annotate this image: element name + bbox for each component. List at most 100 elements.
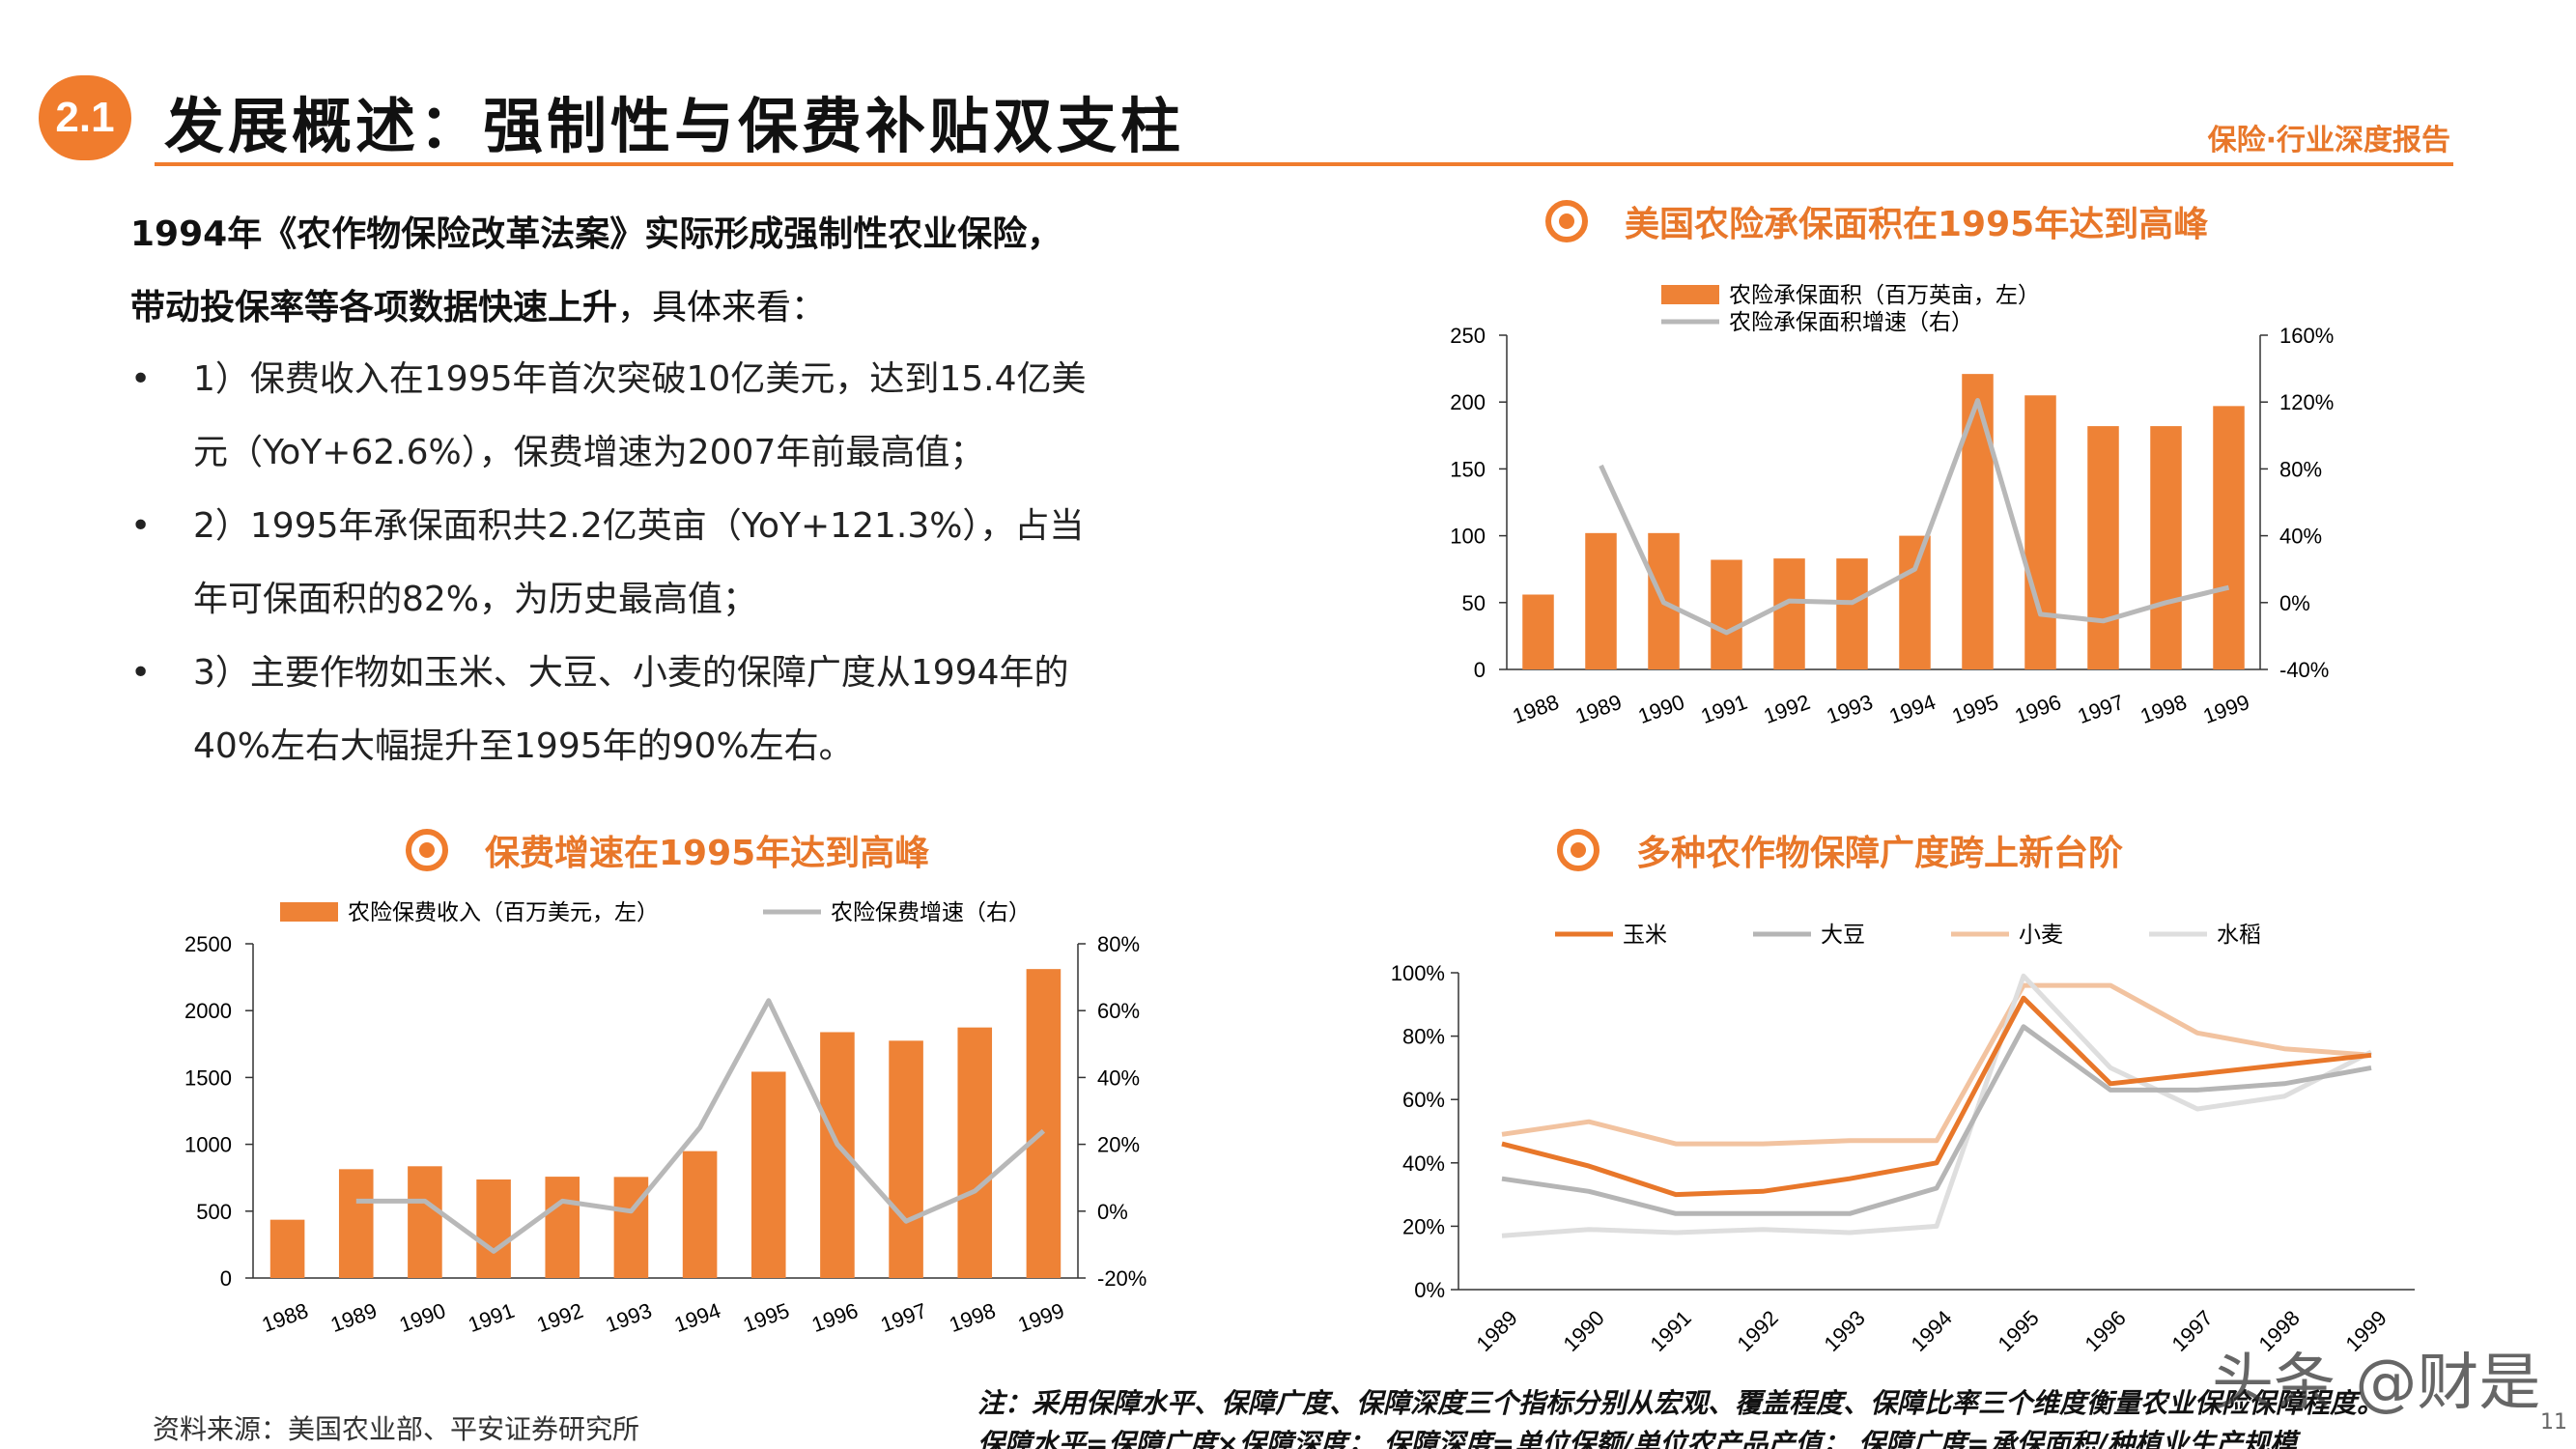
growth-line <box>1599 398 2230 636</box>
x-tick-label: 1991 <box>1646 1306 1696 1356</box>
premium-chart-title: 保费增速在1995年达到高峰 <box>406 825 929 875</box>
left-tick-label: 1500 <box>184 1065 232 1090</box>
x-tick-label: 1989 <box>327 1298 381 1337</box>
right-tick-label: 20% <box>1097 1133 1140 1157</box>
x-tick-label: 1996 <box>808 1298 862 1337</box>
bullet-text-line: 1）保费收入在1995年首次突破10亿美元，达到15.4亿美 <box>193 359 1087 399</box>
x-tick-label: 1998 <box>2137 690 2191 728</box>
bullet-item-2: • 2）1995年承保面积共2.2亿英亩（YoY+121.3%），占当 年可保面… <box>130 490 1260 637</box>
right-tick-label: 0% <box>2279 591 2310 615</box>
x-tick-label: 1989 <box>1472 1306 1522 1356</box>
right-tick-label: 40% <box>2279 525 2322 549</box>
bar-1992 <box>545 1177 580 1278</box>
x-tick-label: 1990 <box>396 1298 449 1337</box>
bar-1989 <box>338 1169 374 1278</box>
bar-1999 <box>2213 406 2245 669</box>
bullet-text-line: 40%左右大幅提升至1995年的90%左右。 <box>193 726 854 766</box>
bar-1994 <box>682 1151 718 1278</box>
x-tick-label: 1997 <box>2167 1306 2218 1356</box>
premium-chart: 0 500 1000 1500 2000 2500 -20% 0% 20% 40% 60% 80% 19… <box>184 900 1146 1337</box>
legend-bar-swatch <box>280 902 338 922</box>
x-tick-label: 1995 <box>1994 1306 2044 1356</box>
watermark: 头条 @财是 <box>2212 1348 2541 1419</box>
bar-1997 <box>889 1040 923 1278</box>
x-tick-label: 1992 <box>1733 1306 1783 1356</box>
y-tick-label: 60% <box>1402 1088 1445 1112</box>
breadth-chart-title: 多种农作物保障广度跨上新台阶 <box>1557 825 2123 875</box>
x-tick-label: 1992 <box>1761 690 1814 728</box>
x-tick-label: 1988 <box>259 1298 312 1337</box>
legend-label: 大豆 <box>1821 923 1865 948</box>
footnote: 注：采用保障水平、保障广度、保障深度三个指标分别从宏观、覆盖程度、保障比率三个维… <box>977 1383 2533 1449</box>
y-tick-label: 40% <box>1402 1151 1445 1176</box>
x-tick-label: 1994 <box>671 1298 724 1337</box>
x-tick-label: 1994 <box>1886 690 1939 728</box>
right-tick-label: 0% <box>1097 1200 1128 1224</box>
legend-bar-swatch <box>1661 285 1719 304</box>
page-number: 11 <box>2540 1410 2567 1435</box>
legend-label: 小麦 <box>2019 923 2063 948</box>
bar-1990 <box>408 1166 442 1278</box>
series-line-大豆 <box>1501 1024 2372 1216</box>
bar-1993 <box>613 1177 649 1278</box>
bar-1997 <box>2087 426 2119 669</box>
y-tick-label: 20% <box>1402 1214 1445 1238</box>
left-tick-label: 250 <box>1450 324 1486 348</box>
x-tick-label: 1990 <box>1559 1306 1609 1356</box>
source-text: 资料来源：美国农业部、平安证券研究所 <box>153 1413 640 1445</box>
x-tick-label: 1991 <box>1698 690 1751 728</box>
intro-line-1: 1994年《农作物保险改革法案》实际形成强制性农业保险， <box>130 214 1062 254</box>
bullet-marker: • <box>130 506 152 546</box>
right-tick-label: 60% <box>1097 999 1140 1023</box>
footnote-line-1: 注：采用保障水平、保障广度、保障深度三个指标分别从宏观、覆盖程度、保障比率三个维… <box>977 1387 2385 1419</box>
bullet-marker: • <box>130 653 152 693</box>
legend-line-label: 农险保费增速（右） <box>831 900 1031 925</box>
bar-1996 <box>2024 395 2056 669</box>
legend-line-label: 农险承保面积增速（右） <box>1729 310 1973 335</box>
bar-1994 <box>1899 535 1931 669</box>
left-tick-label: 500 <box>196 1200 232 1224</box>
x-tick-label: 1992 <box>533 1298 586 1337</box>
bullet-marker: • <box>130 359 152 399</box>
bar-1999 <box>1026 969 1062 1278</box>
x-tick-label: 1998 <box>946 1298 999 1337</box>
x-tick-label: 1995 <box>740 1298 793 1337</box>
footnote-line-2: 保障水平=保障广度×保障深度； 保障深度=单位保额/单位农产品产值； 保障广度=… <box>977 1428 2297 1449</box>
target-icon <box>1557 829 1599 871</box>
left-tick-label: 0 <box>220 1266 232 1291</box>
x-tick-label: 1993 <box>1820 1306 1870 1356</box>
right-tick-label: 80% <box>2279 457 2322 481</box>
right-tick-label: -20% <box>1097 1266 1146 1291</box>
x-tick-label: 1991 <box>465 1298 518 1337</box>
bullet-item-1: • 1）保费收入在1995年首次突破10亿美元，达到15.4亿美 元（YoY+6… <box>130 343 1260 490</box>
bar-1988 <box>269 1219 305 1278</box>
left-tick-label: 200 <box>1450 390 1486 414</box>
growth-line <box>355 998 1046 1254</box>
x-tick-label: 1989 <box>1572 690 1626 728</box>
bullet-text-line: 3）主要作物如玉米、大豆、小麦的保障广度从1994年的 <box>193 653 1069 693</box>
bar-1991 <box>1711 559 1742 669</box>
y-tick-label: 100% <box>1391 961 1445 985</box>
bar-1993 <box>1836 558 1868 669</box>
x-tick-label: 1996 <box>2081 1306 2131 1356</box>
bullet-text-line: 2）1995年承保面积共2.2亿英亩（YoY+121.3%），占当 <box>193 506 1085 546</box>
report-tag: 保险·行业深度报告 <box>2207 124 2450 157</box>
left-tick-label: 150 <box>1450 457 1486 481</box>
y-tick-label: 0% <box>1414 1278 1445 1302</box>
left-tick-label: 2500 <box>184 932 232 956</box>
bar-1988 <box>1522 594 1554 669</box>
page-title: 发展概述：强制性与保费补贴双支柱 <box>164 91 1185 161</box>
target-icon <box>406 829 448 871</box>
x-tick-label: 1993 <box>1824 690 1877 728</box>
bullet-text-line: 元（YoY+62.6%），保费增速为2007年前最高值； <box>193 433 985 472</box>
right-tick-label: -40% <box>2279 658 2329 682</box>
legend-label: 玉米 <box>1623 923 1667 948</box>
x-tick-label: 1997 <box>2075 690 2128 728</box>
right-tick-label: 80% <box>1097 932 1140 956</box>
left-tick-label: 100 <box>1450 525 1486 549</box>
x-tick-label: 1993 <box>603 1298 656 1337</box>
header-divider <box>155 162 2453 166</box>
legend-bar-label: 农险保费收入（百万美元，左） <box>348 900 659 925</box>
bar-1995 <box>750 1071 786 1278</box>
legend-bar-label: 农险承保面积（百万英亩，左） <box>1729 283 2040 308</box>
